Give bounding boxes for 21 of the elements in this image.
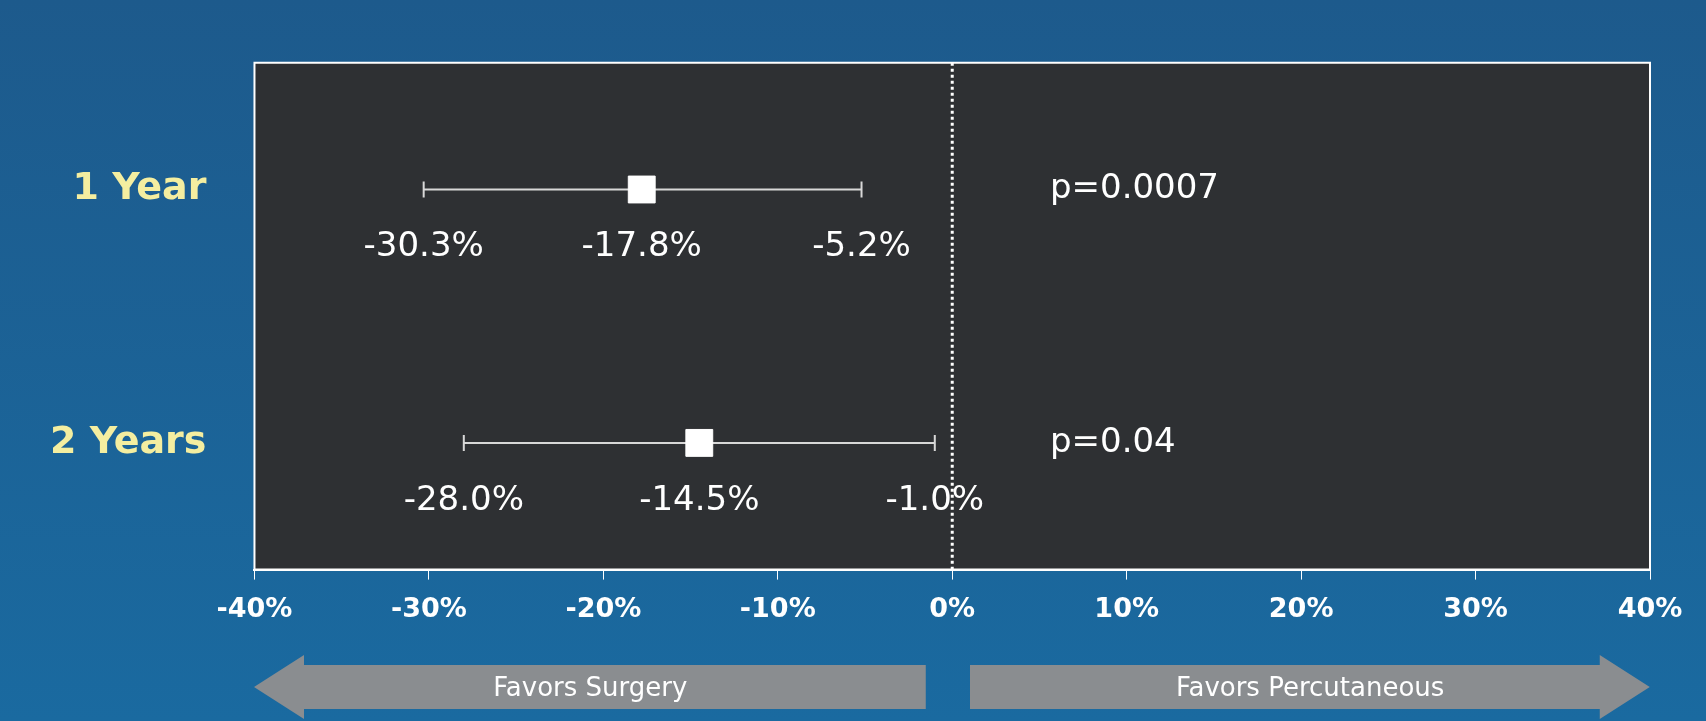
y-tick-label: 1 Year	[72, 164, 207, 209]
x-tick-label: 40%	[1617, 591, 1683, 623]
annotation: -28.0%	[403, 477, 524, 518]
annotation: -5.2%	[812, 224, 911, 265]
y-tick-label: 2 Years	[49, 417, 207, 462]
annotation: p=0.04	[1049, 419, 1176, 460]
x-tick-label: 20%	[1268, 591, 1334, 623]
x-tick-label: 30%	[1443, 591, 1508, 623]
x-tick-label: -40%	[216, 591, 293, 623]
x-tick-label: -30%	[390, 591, 467, 623]
annotation: p=0.0007	[1049, 166, 1219, 207]
x-tick-label: 0%	[929, 591, 976, 623]
x-tick-label: 10%	[1094, 591, 1159, 623]
annotation: -1.0%	[885, 477, 985, 518]
x-tick-label: -10%	[739, 591, 816, 623]
left-arrow: Favors Surgery	[254, 655, 927, 719]
data-label: -14.5%	[639, 477, 760, 518]
data-label: -17.8%	[581, 224, 702, 265]
right-arrow: Favors Percutaneous	[970, 655, 1650, 719]
x-tick-label: -20%	[565, 591, 642, 623]
annotation: -30.3%	[363, 224, 484, 265]
